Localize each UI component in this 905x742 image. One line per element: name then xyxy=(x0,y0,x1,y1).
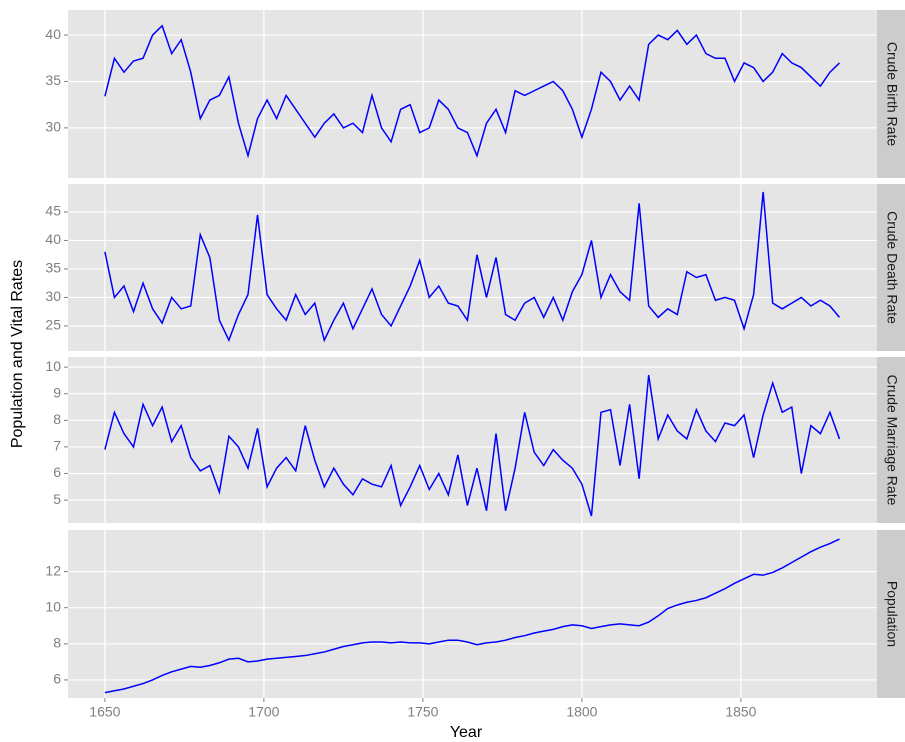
x-tick-label: 1850 xyxy=(725,704,756,720)
x-tick-label: 1650 xyxy=(89,704,120,720)
strip-label: Population xyxy=(884,581,900,647)
data-line xyxy=(104,191,841,343)
panel-background xyxy=(68,357,877,523)
y-tick-label: 45 xyxy=(45,203,61,219)
strip-label: Crude Death Rate xyxy=(884,211,900,324)
x-tick-label: 1800 xyxy=(566,704,597,720)
y-tick-label: 30 xyxy=(45,288,61,304)
y-tick-label: 40 xyxy=(45,231,61,247)
x-axis-label: Year xyxy=(450,724,483,741)
data-line xyxy=(104,24,841,159)
x-tick-label: 1700 xyxy=(248,704,279,720)
y-tick-label: 6 xyxy=(53,464,61,480)
x-tick-label: 1750 xyxy=(407,704,438,720)
y-tick-label: 12 xyxy=(45,562,61,578)
y-tick-label: 30 xyxy=(45,119,61,135)
y-tick-label: 6 xyxy=(53,671,61,687)
data-line xyxy=(104,538,840,694)
y-tick-label: 7 xyxy=(53,438,61,454)
y-tick-label: 25 xyxy=(45,317,61,333)
y-tick-label: 8 xyxy=(53,411,61,427)
y-tick-label: 5 xyxy=(53,491,61,507)
y-axis-label: Population and Vital Rates xyxy=(9,260,26,448)
strip-background xyxy=(877,10,905,178)
strip-background xyxy=(877,357,905,523)
y-tick-label: 35 xyxy=(45,72,61,88)
strip-label: Crude Birth Rate xyxy=(884,42,900,146)
panel-background xyxy=(68,530,877,698)
data-line xyxy=(104,374,841,517)
y-tick-label: 35 xyxy=(45,260,61,276)
y-tick-label: 40 xyxy=(45,26,61,42)
strip-label: Crude Marriage Rate xyxy=(884,375,900,506)
strip-background xyxy=(877,184,905,351)
y-tick-label: 10 xyxy=(45,598,61,614)
y-tick-label: 9 xyxy=(53,384,61,400)
y-tick-label: 8 xyxy=(53,635,61,651)
strip-background xyxy=(877,530,905,698)
y-tick-label: 10 xyxy=(45,358,61,374)
panel-background xyxy=(68,10,877,178)
